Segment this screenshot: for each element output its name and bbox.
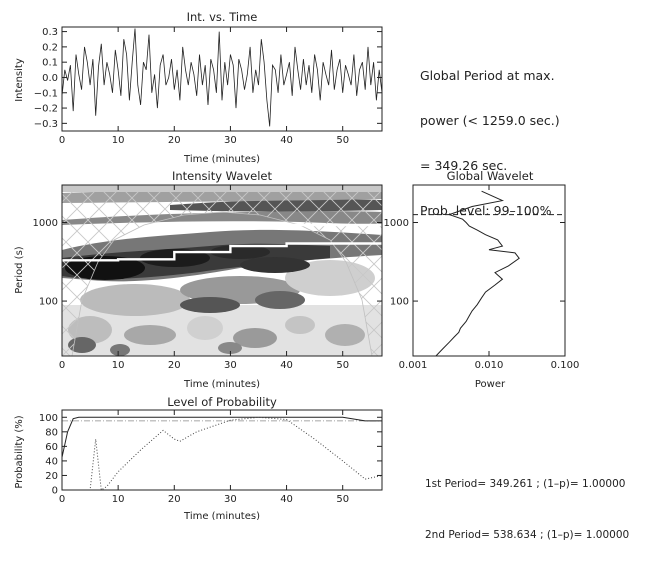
global-wavelet-plot-frame [412, 184, 566, 357]
global-wavelet-xlabel: Power [475, 379, 506, 390]
annotation-line-3: = 349.26 sec. [420, 158, 508, 173]
global-wavelet-xtick-label: 0.100 [551, 360, 580, 371]
probability-xtick-label: 50 [336, 494, 349, 505]
wavelet-ytick-label: 100 [39, 297, 58, 308]
intensity-ytick-label: 0.0 [42, 73, 58, 84]
probability-panel: Level of Probability Probability (%) Tim… [14, 395, 383, 520]
probability-ticks: 0 10 20 30 40 50 0 20 40 60 80 100 [39, 410, 382, 505]
wavelet-xtick-label: 0 [59, 360, 65, 371]
probability-xlabel: Time (minutes) [183, 511, 260, 520]
wavelet-analysis-figure: Int. vs. Time Intensity Time (minutes) 0… [14, 10, 580, 520]
first-period-text: 1st Period= 349.261 ; (1–p)= 1.00000 [425, 478, 626, 490]
wavelet-title: Intensity Wavelet [172, 169, 273, 183]
intensity-ytick-label: 0.3 [42, 27, 58, 38]
probability-xtick-label: 20 [168, 494, 181, 505]
intensity-ytick-label: 0.1 [42, 58, 58, 69]
wavelet-ylabel: Period (s) [14, 246, 25, 293]
probability-ytick-label: 40 [45, 456, 58, 467]
probability-ylabel: Probability (%) [14, 415, 25, 488]
probability-xtick-label: 10 [112, 494, 125, 505]
intensity-xtick-label: 0 [59, 135, 65, 146]
annotation-line-1: Global Period at max. [420, 68, 555, 83]
intensity-xtick-label: 40 [280, 135, 293, 146]
ridge-first-period [62, 242, 384, 262]
wavelet-xtick-label: 10 [112, 360, 125, 371]
global-wavelet-ytick-label: 1000 [384, 218, 409, 229]
global-wavelet-panel: Global Wavelet Power 0.001 0.010 0.100 100 1… [384, 169, 580, 390]
intensity-plot-frame [61, 26, 383, 132]
global-wavelet-title: Global Wavelet [447, 169, 534, 183]
probability-ytick-label: 0 [52, 486, 58, 497]
period-summary: 1st Period= 349.261 ; (1–p)= 1.00000 2nd… [425, 442, 629, 561]
intensity-ytick-label: 0.2 [42, 42, 58, 53]
intensity-ytick-label: −0.3 [34, 119, 58, 130]
wavelet-xtick-label: 40 [280, 360, 293, 371]
intensity-ytick-label: −0.1 [34, 88, 58, 99]
intensity-ytick-label: −0.2 [34, 104, 58, 115]
wavelet-xtick-label: 20 [168, 360, 181, 371]
second-period-text: 2nd Period= 538.634 ; (1–p)= 1.00000 [425, 529, 630, 541]
wavelet-xtick-label: 30 [224, 360, 237, 371]
probability-ytick-label: 60 [45, 442, 58, 453]
intensity-time-panel: Int. vs. Time Intensity Time (minutes) 0… [14, 10, 383, 165]
probability-plot-frame [61, 409, 383, 491]
probability-second-period-line [62, 416, 383, 491]
wavelet-xlabel: Time (minutes) [183, 379, 260, 390]
global-wavelet-ytick-label: 100 [390, 297, 409, 308]
intensity-ticks: 0 10 20 30 40 50 −0.3 −0.2 −0.1 0.0 0.1 0.2 0.3 [34, 27, 382, 146]
wavelet-ytick-label: 1000 [33, 218, 58, 229]
annotation-line-4: Prob. level: 99–100% [420, 203, 552, 218]
wavelet-plot-frame [61, 184, 383, 357]
intensity-series-line [61, 28, 383, 127]
probability-ytick-label: 20 [45, 471, 58, 482]
wavelet-panel: Intensity Wavelet Period (s) Time (minut… [14, 169, 384, 390]
intensity-ylabel: Intensity [14, 58, 25, 102]
intensity-xtick-label: 30 [224, 135, 237, 146]
intensity-xtick-label: 50 [336, 135, 349, 146]
wavelet-ticks: 0 10 20 30 40 50 100 1000 [33, 185, 382, 371]
intensity-xtick-label: 10 [112, 135, 125, 146]
global-wavelet-xtick-label: 0.010 [475, 360, 504, 371]
probability-xtick-label: 30 [224, 494, 237, 505]
wavelet-power-map [62, 185, 382, 356]
probability-first-period-line [61, 416, 382, 458]
probability-ytick-label: 80 [45, 427, 58, 438]
intensity-xtick-label: 20 [168, 135, 181, 146]
global-wavelet-xtick-label: 0.001 [399, 360, 428, 371]
probability-title: Level of Probability [167, 395, 277, 409]
intensity-xlabel: Time (minutes) [183, 154, 260, 165]
annotation-line-2: power (< 1259.0 sec.) [420, 113, 560, 128]
probability-ytick-label: 100 [39, 413, 58, 424]
global-wavelet-curve [435, 190, 520, 357]
probability-xtick-label: 40 [280, 494, 293, 505]
global-period-annotation: Global Period at max. power (< 1259.0 se… [420, 38, 560, 233]
intensity-title: Int. vs. Time [187, 10, 258, 24]
probability-xtick-label: 0 [59, 494, 65, 505]
wavelet-xtick-label: 50 [336, 360, 349, 371]
